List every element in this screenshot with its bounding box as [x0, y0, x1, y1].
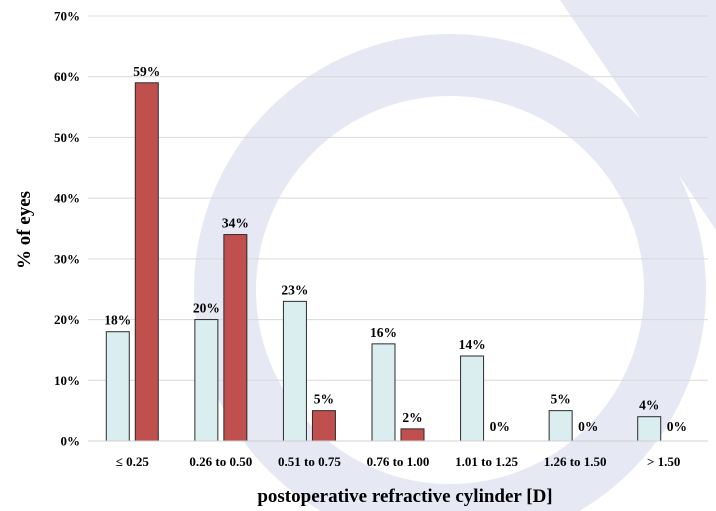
data-label: 0%: [667, 419, 687, 434]
y-tick-label: 70%: [54, 9, 80, 24]
bars: [105, 82, 662, 442]
data-label: 34%: [222, 216, 249, 231]
data-label: 23%: [281, 282, 308, 297]
data-labels: 18% 59% 20% 34% 23% 5% 16% 2% 14% 0% 5% 0% 4% 0%: [104, 64, 687, 434]
y-tick-label: 50%: [54, 130, 80, 145]
bar-series-2: [311, 410, 336, 442]
bar-series-1: [105, 331, 130, 442]
x-axis-title: postoperative refractive cylinder [D]: [257, 486, 552, 507]
x-tick-label: 1.01 to 1.25: [455, 454, 518, 469]
x-tick-label: 1.26 to 1.50: [544, 454, 607, 469]
x-tick-label: 0.26 to 0.50: [189, 454, 252, 469]
x-tick-label: 0.51 to 0.75: [278, 454, 341, 469]
x-tick-label: 0.76 to 1.00: [367, 454, 430, 469]
data-label: 4%: [639, 398, 659, 413]
x-tick-label: > 1.50: [647, 454, 680, 469]
bar-series-1: [637, 416, 662, 442]
y-tick-label: 60%: [54, 69, 80, 84]
bar-series-1: [460, 355, 485, 442]
data-label: 59%: [133, 64, 160, 79]
data-label: 0%: [578, 419, 598, 434]
bar-series-2: [134, 82, 159, 442]
data-label: 16%: [370, 325, 397, 340]
bar-series-1: [548, 410, 573, 442]
data-label: 20%: [193, 301, 220, 316]
y-tick-label: 30%: [54, 251, 80, 266]
y-axis-ticks: 0% 10% 20% 30% 40% 50% 60% 70%: [54, 9, 80, 449]
x-tick-label: ≤ 0.25: [116, 454, 150, 469]
bar-series-1: [371, 343, 396, 442]
y-tick-label: 0%: [61, 434, 81, 449]
data-label: 2%: [402, 410, 422, 425]
gridlines: [88, 15, 708, 381]
data-label: 5%: [551, 392, 571, 407]
y-tick-label: 10%: [54, 373, 80, 388]
watermark-mask: [0, 0, 60, 511]
bar-series-2: [223, 234, 248, 442]
bar-series-2: [400, 428, 425, 442]
data-label: 14%: [459, 337, 486, 352]
data-label: 0%: [490, 419, 510, 434]
y-axis-title: % of eyes: [14, 191, 35, 269]
bar-series-1: [282, 300, 307, 442]
y-tick-label: 40%: [54, 191, 80, 206]
data-label: 18%: [104, 313, 131, 328]
x-axis-ticks: ≤ 0.25 0.26 to 0.50 0.51 to 0.75 0.76 to 1.…: [116, 454, 681, 469]
bar-series-1: [194, 319, 219, 442]
y-tick-label: 20%: [54, 312, 80, 327]
data-label: 5%: [314, 392, 334, 407]
